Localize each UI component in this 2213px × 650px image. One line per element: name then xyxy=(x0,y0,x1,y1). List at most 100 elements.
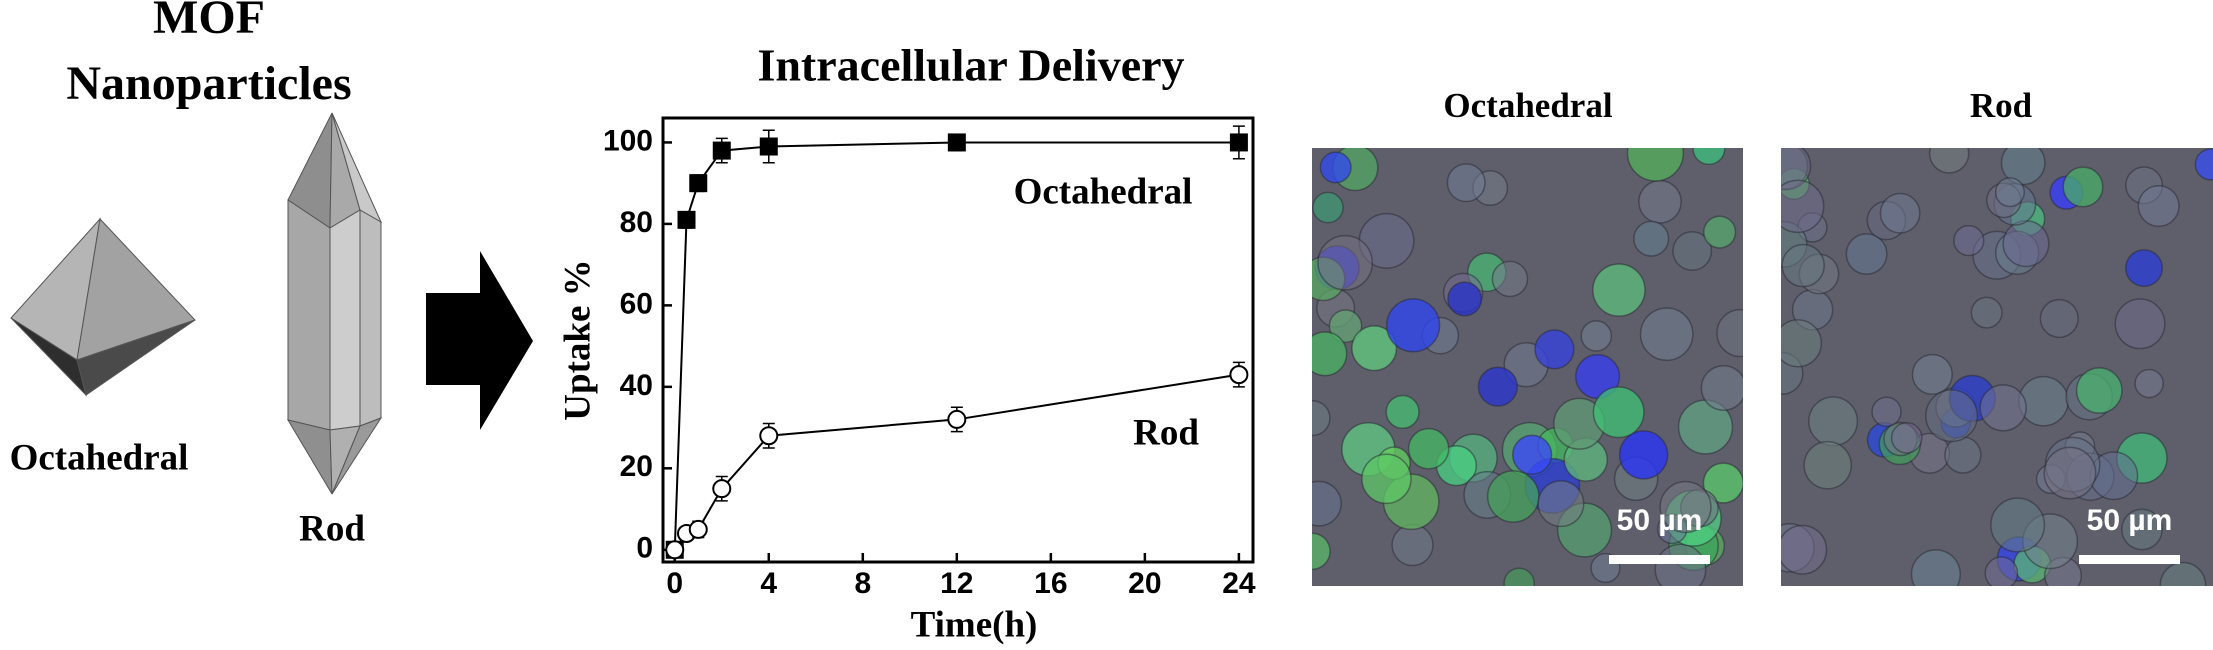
cell xyxy=(1702,215,1737,249)
x-tick-label: 4 xyxy=(760,567,777,600)
cell xyxy=(2159,561,2207,586)
octahedron-icon xyxy=(10,217,196,397)
cell xyxy=(1317,234,1374,291)
cell xyxy=(1879,192,1921,234)
cell xyxy=(1446,163,1486,203)
panel-title: Octahedral xyxy=(1443,86,1612,125)
cell xyxy=(1979,384,2027,432)
cell xyxy=(1312,191,1344,224)
cell xyxy=(1386,298,1441,353)
cell xyxy=(2002,220,2050,268)
cell xyxy=(2075,367,2123,414)
panel-title: Rod xyxy=(1970,86,2033,125)
x-tick-label: 16 xyxy=(1034,567,1067,600)
cell xyxy=(1319,151,1352,184)
cell xyxy=(1328,309,1363,344)
cell xyxy=(1361,453,1412,505)
cell xyxy=(1638,179,1682,224)
cell xyxy=(1781,524,1828,575)
cell xyxy=(1537,480,1585,528)
y-tick-label: 60 xyxy=(620,287,653,320)
cell xyxy=(1312,331,1348,377)
cell xyxy=(1351,325,1398,372)
cell xyxy=(1659,480,1712,534)
cell xyxy=(2121,508,2163,551)
scale-bar-label: 50 µm xyxy=(2087,504,2173,537)
cell xyxy=(1871,396,1902,427)
cell xyxy=(1890,421,1923,454)
cell xyxy=(1702,462,1743,504)
cell xyxy=(2039,298,2079,339)
cell xyxy=(1990,497,2046,553)
cell xyxy=(2000,148,2046,186)
cell xyxy=(1580,320,1613,352)
cell xyxy=(1592,263,1646,317)
cell xyxy=(1391,523,1434,567)
chart-title: Intracellular Delivery xyxy=(757,40,1184,91)
arrow xyxy=(426,251,533,430)
marker xyxy=(759,137,778,156)
x-axis-label: Time(h) xyxy=(911,604,1038,645)
x-tick-label: 24 xyxy=(1222,567,1256,600)
cell xyxy=(1618,430,1669,480)
scale-bar xyxy=(2079,555,2180,564)
shape-label: Rod xyxy=(299,508,365,549)
cell xyxy=(2114,298,2166,350)
cell xyxy=(1803,440,1852,490)
marker xyxy=(712,479,732,499)
cell xyxy=(1716,308,1743,358)
marker xyxy=(759,426,779,446)
cell xyxy=(1626,148,1685,182)
marker xyxy=(665,540,685,560)
cell xyxy=(2018,375,2069,427)
y-tick-label: 100 xyxy=(603,124,653,157)
cell xyxy=(2124,249,2163,288)
cell xyxy=(1491,260,1529,298)
x-tick-label: 0 xyxy=(666,567,683,600)
cell xyxy=(1447,281,1483,317)
x-tick-label: 12 xyxy=(940,567,973,600)
scale-bar-label: 50 µm xyxy=(1617,504,1703,537)
cell xyxy=(1953,224,1985,257)
cell xyxy=(1312,532,1331,571)
cell xyxy=(1639,307,1694,361)
panel-title: Nanoparticles xyxy=(66,57,351,110)
cell xyxy=(1312,480,1342,527)
panel-title: MOF xyxy=(153,0,265,44)
marker xyxy=(1229,365,1249,385)
cell xyxy=(1928,148,1970,174)
cell xyxy=(1944,436,1982,474)
y-axis-label: Uptake % xyxy=(557,259,598,420)
marker xyxy=(688,519,708,539)
cell xyxy=(1911,353,1953,396)
x-tick-label: 8 xyxy=(854,567,871,600)
cell xyxy=(1477,366,1518,407)
cell xyxy=(1385,394,1420,430)
cell xyxy=(2062,166,2104,208)
cell xyxy=(1910,549,1961,586)
marker xyxy=(712,141,731,160)
cell xyxy=(1994,177,2025,208)
shape-label: Octahedral xyxy=(10,437,189,478)
cells xyxy=(1781,148,2213,586)
cell xyxy=(1925,389,1979,443)
cell xyxy=(1692,148,1726,166)
marker xyxy=(677,210,696,229)
marker xyxy=(689,174,708,193)
y-tick-label: 40 xyxy=(620,369,653,402)
marker xyxy=(947,409,967,429)
cell xyxy=(1633,220,1670,257)
y-tick-label: 0 xyxy=(636,532,653,565)
legend-label: Rod xyxy=(1133,412,1199,453)
cell xyxy=(1592,386,1645,439)
cell xyxy=(2194,148,2213,181)
cells xyxy=(1312,148,1743,586)
series-line xyxy=(673,373,1240,551)
cell xyxy=(1511,434,1553,475)
chart: Intracellular Delivery Time(h) Uptake % … xyxy=(557,40,1255,646)
cell xyxy=(1970,296,2003,329)
y-tick-label: 20 xyxy=(620,450,653,483)
marker xyxy=(1229,133,1248,152)
cell xyxy=(1781,179,1825,234)
